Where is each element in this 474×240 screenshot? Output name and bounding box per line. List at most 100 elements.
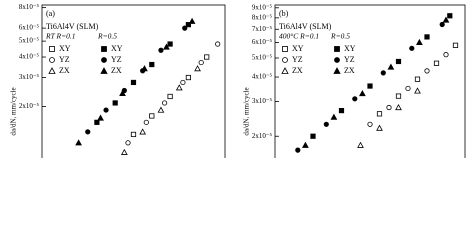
data-point [130, 79, 137, 86]
condition-label-2: R=0.5 [330, 32, 350, 41]
data-point [162, 100, 168, 106]
data-point [143, 119, 149, 125]
data-point [395, 103, 402, 111]
y-tick-label: 9x10⁻⁵ [252, 3, 273, 11]
data-point [188, 17, 196, 24]
data-point [158, 47, 164, 53]
data-point [149, 113, 155, 119]
data-point [112, 100, 118, 106]
data-point [167, 93, 173, 100]
data-point [323, 121, 329, 127]
data-point [139, 128, 147, 135]
data-point [357, 141, 364, 148]
data-point [295, 147, 301, 153]
legend-label: ZX [59, 66, 70, 75]
data-point [395, 58, 402, 65]
data-point [352, 96, 358, 102]
data-point [424, 68, 430, 74]
data-point [310, 133, 316, 139]
y-tick-label: 3x10⁻⁵ [252, 97, 273, 105]
data-point [180, 79, 186, 86]
data-point [103, 107, 109, 113]
legend-label: YZ [111, 55, 122, 64]
data-point [215, 41, 221, 47]
data-point [330, 113, 338, 120]
legend-label: YZ [59, 55, 70, 64]
data-point [376, 111, 383, 117]
marker-triangle [281, 67, 289, 74]
data-point [386, 104, 392, 111]
material-label: Ti6Al4V (SLM) [279, 22, 332, 31]
condition-label: RT R=0.1 [45, 32, 76, 41]
data-point [204, 54, 210, 60]
data-point [302, 141, 309, 148]
legend-label: XY [292, 44, 304, 53]
material-label: Ti6Al4V (SLM) [46, 22, 99, 31]
y-tick-label: 6x10⁻⁵ [19, 24, 40, 32]
y-axis-label: da/dN, mm/cycle [243, 87, 251, 135]
data-point [97, 114, 104, 121]
data-point [433, 60, 440, 66]
data-point [75, 139, 82, 146]
data-point [157, 106, 165, 113]
data-point [405, 85, 411, 92]
data-point [442, 16, 450, 23]
y-tick-label: 2x10⁻⁵ [19, 102, 40, 110]
condition-label: 400°C R=0.1 [279, 32, 319, 41]
data-point [185, 74, 191, 81]
marker-circle [101, 57, 107, 63]
data-point [167, 41, 173, 47]
y-tick-label: 8x10⁻⁵ [252, 13, 273, 21]
data-point [380, 70, 386, 76]
y-tick-label: 3x10⁻⁵ [19, 73, 40, 81]
data-point [376, 124, 383, 131]
data-point [163, 43, 170, 50]
panel-label: (b) [279, 9, 289, 18]
data-point [141, 65, 148, 72]
marker-triangle [333, 67, 341, 74]
condition-label-2: R=0.5 [97, 32, 117, 41]
marker-circle [49, 57, 55, 63]
y-axis-label: da/dN, mm/cycle [10, 87, 18, 135]
plot-frame [274, 4, 466, 158]
marker-circle [334, 57, 340, 63]
panel-label: (a) [46, 9, 55, 18]
data-point [367, 83, 373, 89]
data-point [182, 25, 188, 31]
data-point [387, 63, 395, 70]
marker-square [101, 46, 107, 52]
data-point [194, 65, 201, 72]
legend-label: XY [59, 44, 71, 53]
legend-label: ZX [292, 66, 303, 75]
y-tick-label: 4x10⁻⁵ [252, 73, 273, 81]
data-point [185, 22, 191, 28]
figure: 8x10⁻⁵6x10⁻⁵5x10⁻⁵4x10⁻⁵3x10⁻⁵2x10⁻⁵da/d… [10, 3, 466, 158]
legend-label: XY [111, 44, 123, 53]
legend-label: YZ [344, 55, 355, 64]
data-point [198, 59, 204, 66]
data-point [149, 61, 155, 68]
marker-circle [282, 57, 288, 63]
data-point [439, 21, 445, 28]
plot-frame [41, 4, 226, 158]
data-point [338, 108, 345, 114]
data-point [367, 121, 373, 127]
data-point [424, 34, 430, 40]
data-point [416, 38, 423, 46]
data-point [359, 89, 366, 97]
data-point [409, 45, 415, 51]
legend-label: ZX [111, 66, 122, 75]
data-point [175, 84, 183, 91]
data-point [395, 93, 402, 99]
y-tick-label: 7x10⁻⁵ [252, 25, 273, 33]
legend-label: YZ [292, 55, 303, 64]
data-point [130, 131, 137, 138]
data-point [447, 13, 453, 19]
data-point [125, 140, 131, 146]
y-tick-label: 6x10⁻⁵ [252, 38, 273, 46]
legend-label: ZX [344, 66, 355, 75]
data-point [85, 129, 91, 135]
y-tick-label: 2x10⁻⁵ [252, 132, 273, 140]
marker-square [334, 46, 340, 52]
marker-triangle [100, 67, 108, 74]
